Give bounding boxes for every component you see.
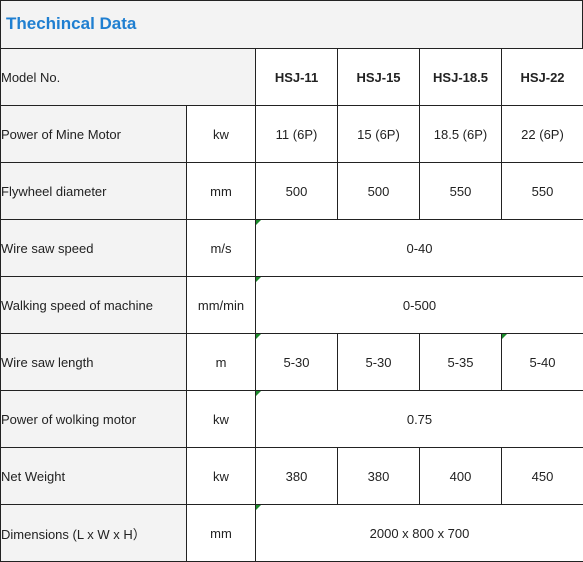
table-row: Wire saw length m 5-30 5-30 5-35 5-40 (1, 334, 583, 391)
table-header-row: Model No. HSJ-11 HSJ-15 HSJ-18.5 HSJ-22 (1, 49, 583, 106)
merged-cell: 0-40 (256, 220, 583, 277)
model-no-label: Model No. (1, 49, 256, 106)
row-unit: mm (187, 163, 256, 220)
table-cell: 380 (338, 448, 420, 505)
row-unit: m/s (187, 220, 256, 277)
table-row: Flywheel diameter mm 500 500 550 550 (1, 163, 583, 220)
table-cell: 500 (256, 163, 338, 220)
table-cell: 22 (6P) (502, 106, 583, 163)
table-row: Walking speed of machine mm/min 0-500 (1, 277, 583, 334)
merged-value: 0.75 (407, 412, 432, 427)
row-label: Wire saw speed (1, 220, 187, 277)
table-row: Net Weight kw 380 380 400 450 (1, 448, 583, 505)
row-unit: mm/min (187, 277, 256, 334)
row-label: Flywheel diameter (1, 163, 187, 220)
table-cell: 5-40 (502, 334, 583, 391)
cell-marker-icon (502, 334, 507, 339)
table-cell: 11 (6P) (256, 106, 338, 163)
model-header: HSJ-11 (256, 49, 338, 106)
table-row: Power of Mine Motor kw 11 (6P) 15 (6P) 1… (1, 106, 583, 163)
model-header: HSJ-18.5 (420, 49, 502, 106)
table-cell: 380 (256, 448, 338, 505)
row-label: Net Weight (1, 448, 187, 505)
cell-marker-icon (256, 334, 261, 339)
row-label: Walking speed of machine (1, 277, 187, 334)
cell-value: 5-30 (283, 355, 309, 370)
cell-marker-icon (256, 277, 261, 282)
table-cell: 550 (502, 163, 583, 220)
row-label: Power of Mine Motor (1, 106, 187, 163)
table-cell: 5-30 (338, 334, 420, 391)
spec-table: Model No. HSJ-11 HSJ-15 HSJ-18.5 HSJ-22 … (0, 48, 583, 562)
merged-cell: 0.75 (256, 391, 583, 448)
row-unit: kw (187, 391, 256, 448)
row-unit: kw (187, 106, 256, 163)
table-cell: 500 (338, 163, 420, 220)
table-row: Wire saw speed m/s 0-40 (1, 220, 583, 277)
merged-value: 2000 x 800 x 700 (370, 526, 470, 541)
model-header: HSJ-15 (338, 49, 420, 106)
table-cell: 15 (6P) (338, 106, 420, 163)
row-unit: m (187, 334, 256, 391)
merged-cell: 0-500 (256, 277, 583, 334)
cell-marker-icon (256, 220, 261, 225)
page-title: Thechincal Data (6, 14, 136, 34)
title-bar: Thechincal Data (0, 0, 583, 48)
model-header: HSJ-22 (502, 49, 583, 106)
table-row: Power of wolking motor kw 0.75 (1, 391, 583, 448)
table-cell: 550 (420, 163, 502, 220)
merged-value: 0-40 (406, 241, 432, 256)
cell-value: 5-40 (529, 355, 555, 370)
table-cell: 5-35 (420, 334, 502, 391)
table-cell: 5-30 (256, 334, 338, 391)
table-cell: 18.5 (6P) (420, 106, 502, 163)
merged-value: 0-500 (403, 298, 436, 313)
table-cell: 450 (502, 448, 583, 505)
row-label: Wire saw length (1, 334, 187, 391)
cell-marker-icon (256, 505, 261, 510)
row-unit: kw (187, 448, 256, 505)
row-label: Power of wolking motor (1, 391, 187, 448)
table-cell: 400 (420, 448, 502, 505)
cell-marker-icon (256, 391, 261, 396)
